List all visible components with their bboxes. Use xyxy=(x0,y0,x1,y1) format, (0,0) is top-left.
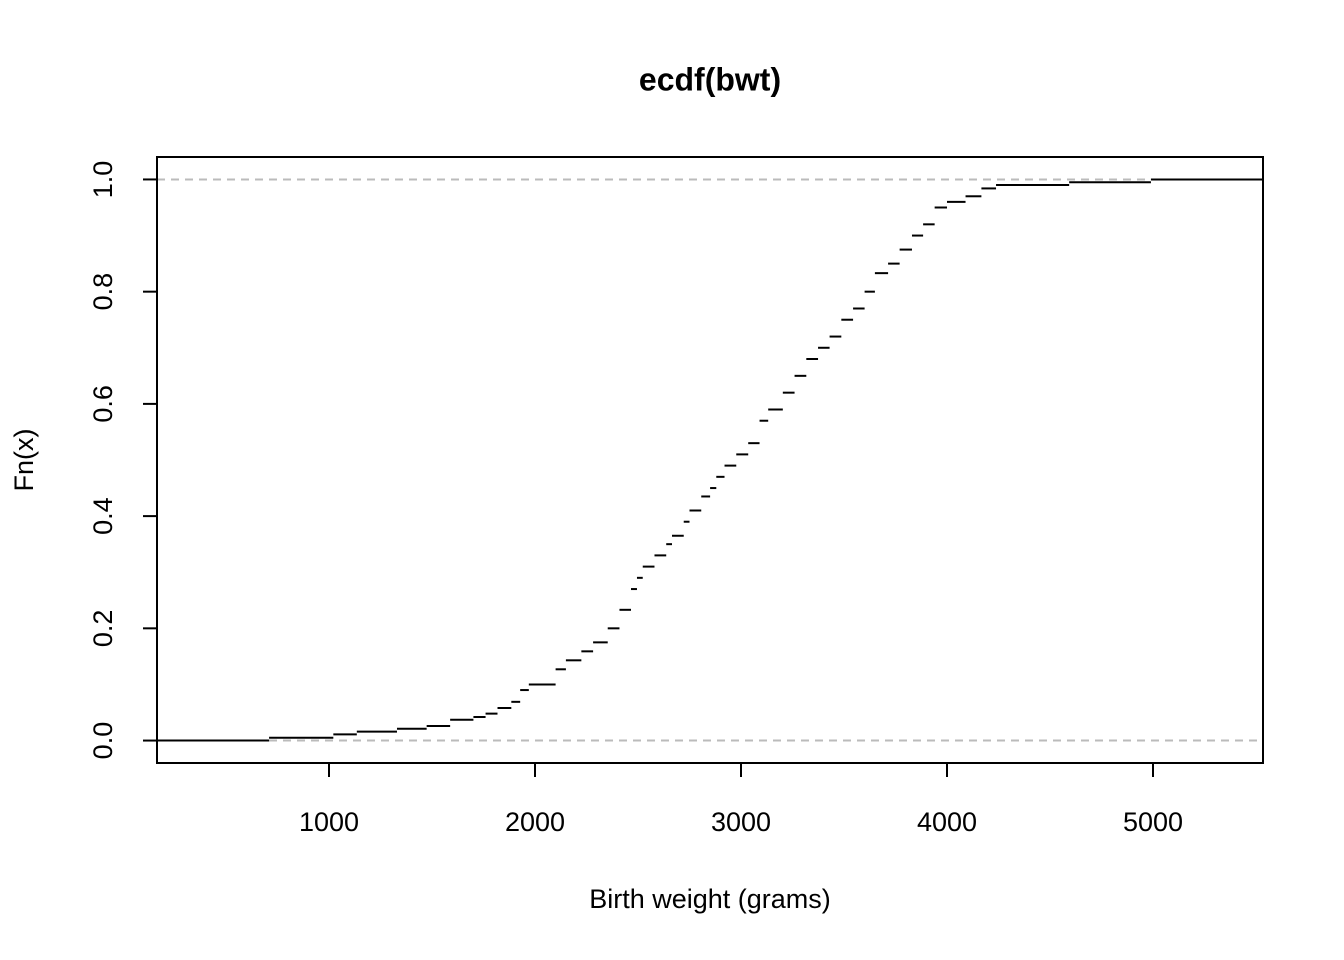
x-tick-label: 3000 xyxy=(711,807,771,837)
y-tick-label: 0.2 xyxy=(88,610,118,648)
y-tick-label: 0.0 xyxy=(88,722,118,760)
x-tick-label: 4000 xyxy=(917,807,977,837)
y-tick-label: 0.8 xyxy=(88,273,118,311)
y-tick-label: 0.6 xyxy=(88,385,118,423)
plot-frame xyxy=(156,156,1264,764)
chart-title: ecdf(bwt) xyxy=(639,61,781,97)
x-tick-label: 2000 xyxy=(505,807,565,837)
y-tick-label: 0.4 xyxy=(88,497,118,535)
y-tick-label: 1.0 xyxy=(88,161,118,199)
x-axis-label: Birth weight (grams) xyxy=(589,884,831,914)
y-axis-label: Fn(x) xyxy=(9,429,39,492)
x-tick-label: 5000 xyxy=(1123,807,1183,837)
x-tick-label: 1000 xyxy=(299,807,359,837)
